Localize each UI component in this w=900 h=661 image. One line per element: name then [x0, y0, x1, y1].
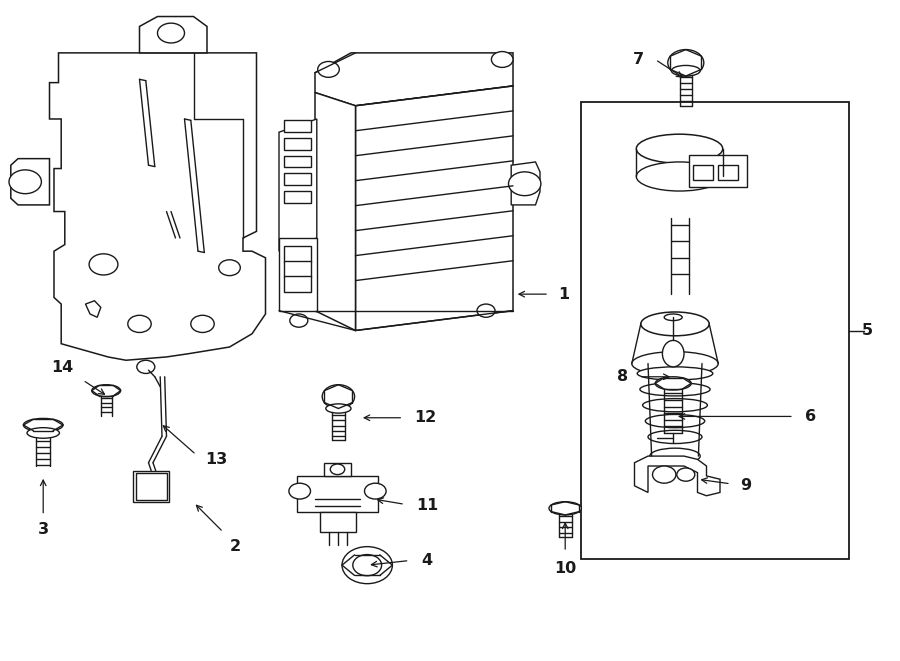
Circle shape: [330, 464, 345, 475]
Text: 5: 5: [862, 323, 873, 338]
Bar: [324, 463, 351, 476]
Circle shape: [128, 315, 151, 332]
Bar: [320, 512, 356, 532]
Ellipse shape: [27, 428, 59, 438]
Polygon shape: [140, 17, 207, 53]
Text: 1: 1: [558, 287, 569, 301]
Circle shape: [477, 304, 495, 317]
Circle shape: [219, 260, 240, 276]
Polygon shape: [279, 238, 317, 311]
Bar: [136, 473, 166, 500]
Text: 2: 2: [230, 539, 240, 554]
Polygon shape: [315, 53, 513, 106]
Ellipse shape: [643, 399, 707, 412]
Polygon shape: [11, 159, 50, 205]
Circle shape: [318, 61, 339, 77]
Bar: [133, 471, 169, 502]
Polygon shape: [315, 93, 356, 330]
Ellipse shape: [655, 377, 691, 390]
Ellipse shape: [671, 65, 700, 76]
Bar: [580, 102, 849, 559]
Ellipse shape: [664, 314, 682, 321]
Ellipse shape: [632, 352, 718, 375]
Ellipse shape: [636, 162, 723, 191]
Circle shape: [191, 315, 214, 332]
Ellipse shape: [648, 430, 702, 444]
Ellipse shape: [645, 414, 705, 428]
Polygon shape: [279, 119, 317, 251]
Circle shape: [9, 170, 41, 194]
Circle shape: [353, 555, 382, 576]
Circle shape: [491, 52, 513, 67]
Ellipse shape: [650, 448, 700, 464]
Circle shape: [652, 466, 676, 483]
Bar: [297, 476, 378, 512]
Ellipse shape: [326, 404, 351, 413]
Circle shape: [364, 483, 386, 499]
Text: 3: 3: [38, 522, 49, 537]
Text: 7: 7: [634, 52, 644, 67]
Polygon shape: [356, 86, 513, 330]
Text: 4: 4: [421, 553, 432, 568]
Bar: [284, 276, 310, 292]
Polygon shape: [86, 301, 101, 317]
Ellipse shape: [23, 418, 63, 432]
Polygon shape: [50, 53, 266, 360]
Ellipse shape: [662, 340, 684, 367]
Circle shape: [677, 468, 695, 481]
Circle shape: [289, 483, 310, 499]
Text: 13: 13: [205, 452, 228, 467]
Circle shape: [290, 314, 308, 327]
Bar: [688, 155, 747, 187]
Circle shape: [508, 172, 541, 196]
Text: 8: 8: [617, 369, 628, 384]
Circle shape: [89, 254, 118, 275]
Bar: [284, 138, 310, 150]
Text: 11: 11: [416, 498, 438, 513]
Circle shape: [342, 547, 392, 584]
Circle shape: [137, 360, 155, 373]
Ellipse shape: [668, 50, 704, 76]
Text: 9: 9: [740, 479, 751, 493]
Ellipse shape: [637, 367, 713, 380]
Bar: [284, 260, 310, 277]
Ellipse shape: [92, 385, 121, 397]
Ellipse shape: [549, 502, 581, 515]
Text: 14: 14: [51, 360, 74, 375]
Polygon shape: [511, 162, 540, 205]
Ellipse shape: [636, 134, 723, 163]
Bar: [718, 165, 738, 180]
Bar: [284, 120, 310, 132]
Ellipse shape: [640, 383, 710, 396]
Ellipse shape: [641, 312, 709, 336]
Text: 12: 12: [414, 410, 436, 425]
Bar: [284, 173, 310, 185]
Text: 10: 10: [554, 561, 576, 576]
Bar: [284, 155, 310, 167]
Polygon shape: [634, 456, 720, 496]
Bar: [693, 165, 713, 180]
Ellipse shape: [322, 385, 355, 408]
Bar: [284, 191, 310, 203]
Bar: [284, 245, 310, 262]
Text: 6: 6: [806, 409, 816, 424]
Circle shape: [158, 23, 184, 43]
